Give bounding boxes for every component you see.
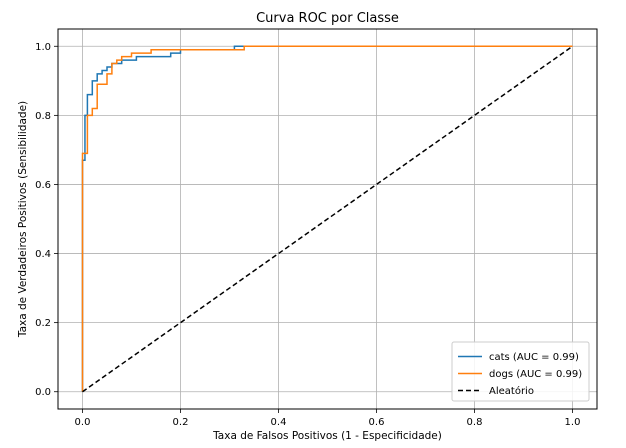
series-line-2 [82,45,573,393]
y-tick-label: 0.2 [35,318,51,329]
y-tick-label: 0.6 [35,180,51,191]
x-tick-label: 0.8 [467,417,483,428]
axis-ticks: 0.0 0.2 0.4 0.6 0.8 1.0 0.0 0.2 0.4 0.6 0.8 1.0 [35,42,580,428]
y-tick-label: 0.0 [35,387,51,398]
x-tick-label: 0.4 [271,417,287,428]
x-tick-label: 0.6 [369,417,385,428]
legend: cats (AUC = 0.99) dogs (AUC = 0.99) Aleató… [451,341,590,402]
y-tick-label: 0.4 [35,249,51,260]
y-tick-label: 1.0 [35,42,51,53]
legend-box [451,341,590,402]
y-tick-label: 0.8 [35,111,51,122]
x-tick-label: 0.0 [75,417,91,428]
grid-lines [58,29,597,409]
series-line-1 [81,45,573,392]
plot-frame [57,28,598,410]
x-tick-label: 1.0 [565,417,581,428]
chart-title: Curva ROC por Classe [256,11,399,26]
x-axis-label: Taxa de Falsos Positivos (1 - Especifici… [212,430,442,442]
legend-label-0: cats (AUC = 0.99) [489,352,579,363]
y-axis-label: Taxa de Verdadeiros Positivos (Sensibili… [17,101,29,338]
series-line-0 [81,45,573,392]
series-lines [81,45,573,393]
legend-label-1: dogs (AUC = 0.99) [489,369,582,380]
legend-label-2: Aleatório [489,385,534,397]
x-tick-label: 0.2 [173,417,189,428]
